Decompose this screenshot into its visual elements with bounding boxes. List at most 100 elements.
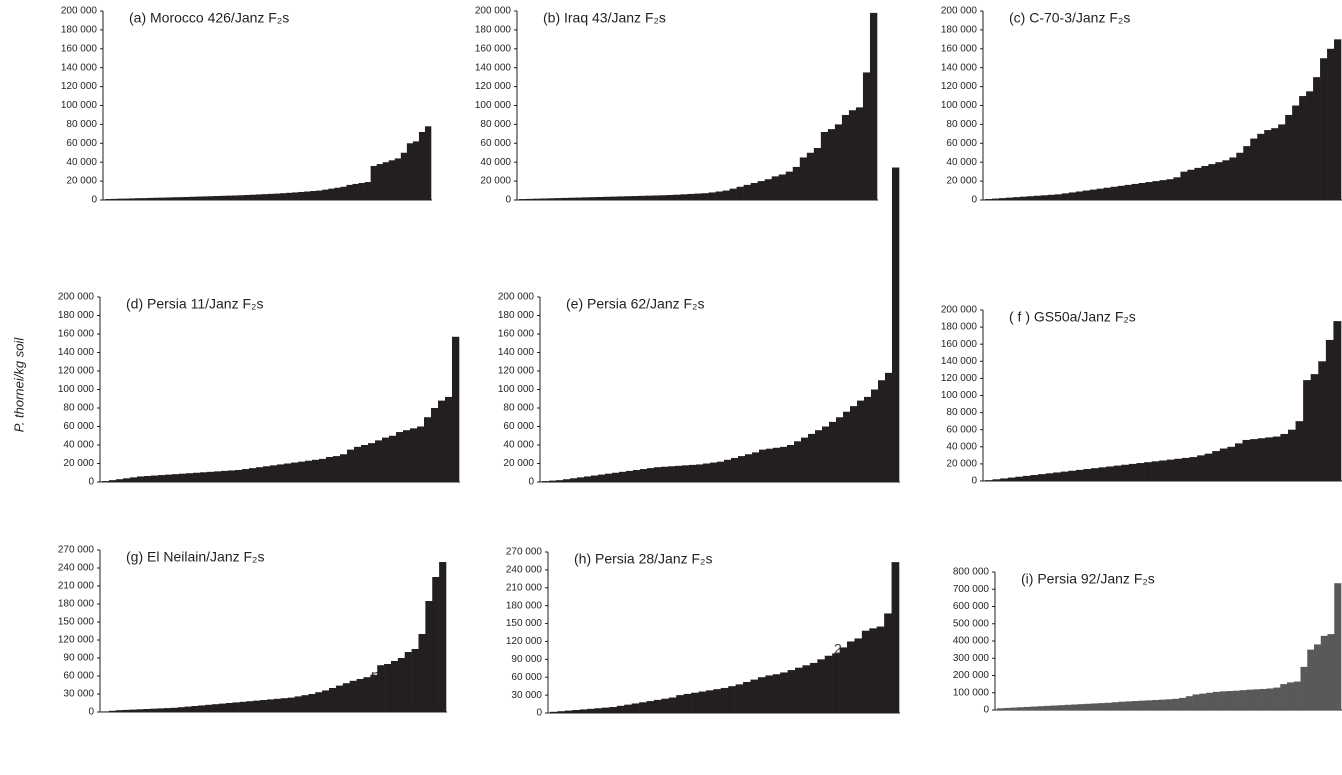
y-tick-label: 60 000 xyxy=(946,138,977,149)
bar xyxy=(445,396,453,482)
bar xyxy=(431,408,439,482)
bar xyxy=(659,195,667,200)
bar xyxy=(1000,478,1009,481)
bar xyxy=(682,465,690,482)
bar xyxy=(801,437,809,482)
chart-title: ( f ) GS50a/Janz F₂s xyxy=(1009,309,1136,325)
bar xyxy=(280,698,289,712)
bar xyxy=(1159,460,1168,481)
bar xyxy=(301,695,309,712)
bar xyxy=(1320,635,1328,710)
y-tick-label: 100 000 xyxy=(953,687,990,698)
bar xyxy=(582,197,590,200)
y-tick-label: 150 000 xyxy=(506,618,543,629)
bar xyxy=(885,372,893,482)
bar xyxy=(200,472,208,482)
bar xyxy=(594,708,603,713)
bar xyxy=(696,464,704,482)
bar xyxy=(403,430,411,482)
bar xyxy=(130,477,138,482)
bar xyxy=(720,687,729,713)
bar xyxy=(1234,443,1243,481)
bar xyxy=(267,699,275,712)
bar xyxy=(610,196,618,200)
bar xyxy=(342,683,350,712)
y-tick-label: 100 000 xyxy=(475,100,512,111)
bar xyxy=(356,679,364,712)
bar xyxy=(213,196,221,200)
bar xyxy=(335,685,344,712)
bar xyxy=(1152,699,1160,710)
bar xyxy=(452,336,460,482)
bar xyxy=(1314,644,1322,710)
y-tick-label: 0 xyxy=(983,705,989,716)
bar xyxy=(225,195,233,200)
bar xyxy=(795,667,803,713)
bar xyxy=(143,709,151,712)
bar xyxy=(1280,433,1289,481)
y-tick-label: 150 000 xyxy=(58,617,95,628)
bar xyxy=(1299,96,1307,200)
y-tick-label: 30 000 xyxy=(63,689,94,700)
bar xyxy=(892,167,900,482)
bar xyxy=(263,466,271,482)
bar xyxy=(1219,691,1227,710)
bar xyxy=(841,114,850,200)
bar xyxy=(771,176,780,200)
bar xyxy=(854,638,863,713)
y-tick-label: 80 000 xyxy=(63,403,94,414)
bar xyxy=(294,696,302,712)
bar xyxy=(757,677,766,713)
bar xyxy=(1015,476,1024,481)
bar xyxy=(1103,187,1111,200)
bar xyxy=(1131,701,1139,710)
y-tick-label: 140 000 xyxy=(475,62,512,73)
bar xyxy=(757,181,765,200)
bar xyxy=(843,411,851,482)
bar xyxy=(1306,91,1314,200)
bar xyxy=(1144,462,1152,481)
bar xyxy=(368,443,376,482)
bar xyxy=(195,196,202,200)
bar xyxy=(591,475,599,482)
bar xyxy=(596,196,604,200)
y-tick-label: 180 000 xyxy=(498,310,535,321)
bar xyxy=(1189,457,1198,481)
bar xyxy=(639,702,647,713)
bar xyxy=(1264,130,1272,200)
bar xyxy=(839,647,848,713)
bar xyxy=(394,158,402,200)
bar xyxy=(1050,705,1059,710)
bar xyxy=(1280,684,1288,710)
bar xyxy=(722,190,730,200)
bar xyxy=(1206,692,1214,710)
bar xyxy=(646,701,655,713)
bar xyxy=(827,129,836,200)
bar xyxy=(377,665,385,712)
bar xyxy=(1222,160,1230,200)
bar xyxy=(780,446,788,482)
bar xyxy=(298,461,306,482)
y-tick-label: 160 000 xyxy=(475,43,512,54)
bar xyxy=(815,430,823,482)
bar xyxy=(1243,146,1251,200)
bar xyxy=(1098,703,1106,710)
bar xyxy=(549,480,557,482)
bar xyxy=(277,464,285,482)
bar xyxy=(122,709,130,712)
bar xyxy=(1138,182,1146,200)
y-tick-label: 20 000 xyxy=(946,459,977,470)
y-tick-label: 140 000 xyxy=(941,356,978,367)
bar xyxy=(1199,693,1207,710)
y-tick-label: 160 000 xyxy=(58,329,95,340)
bar xyxy=(326,457,334,482)
bar xyxy=(406,143,414,200)
bar xyxy=(410,428,418,482)
bar xyxy=(286,192,293,200)
y-tick-label: 80 000 xyxy=(480,119,511,130)
bar xyxy=(141,198,148,200)
bar xyxy=(153,197,160,200)
bar xyxy=(115,710,123,712)
